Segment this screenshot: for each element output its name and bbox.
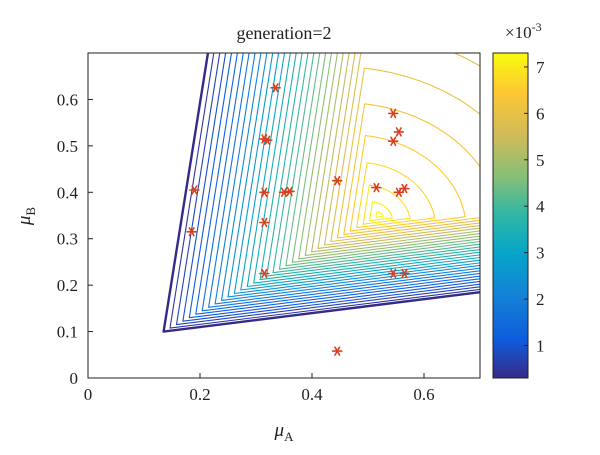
scatter-point — [259, 268, 270, 279]
scatter-point — [278, 187, 290, 197]
x-axis-label: μA — [274, 420, 295, 444]
plot-area: 0 0.2 0.4 0.6 0 0.1 0.2 0.3 0.4 0.5 0.6 — [57, 52, 481, 404]
colorbar-tick-label: 5 — [536, 151, 545, 170]
y-tick-label: 0.6 — [57, 90, 78, 109]
scatter-point — [261, 135, 273, 145]
contour-line — [336, 67, 480, 239]
y-tick-label: 0.3 — [57, 230, 78, 249]
scatter-point — [331, 346, 343, 356]
colorbar-tick-label: 3 — [536, 244, 545, 263]
scatter-point — [387, 136, 399, 146]
scatter-point — [270, 83, 281, 93]
contour-line — [356, 162, 436, 229]
plot-frame — [87, 52, 481, 379]
chart-title: generation=2 — [236, 23, 331, 43]
colorbar-ticks: 1 2 3 4 5 6 7 — [524, 58, 545, 356]
colorbar: 1 2 3 4 5 6 7 ×10-3 — [492, 20, 545, 379]
scatter-point — [259, 187, 270, 197]
contour-line — [343, 103, 480, 236]
scatter-point — [399, 183, 410, 194]
colorbar-multiplier-base: ×10 — [505, 23, 532, 42]
y-tick-label: 0 — [70, 369, 79, 388]
colorbar-gradient — [492, 52, 529, 379]
colorbar-multiplier: ×10-3 — [505, 20, 542, 42]
colorbar-tick-label: 6 — [536, 104, 545, 123]
x-tick-label: 0.2 — [189, 385, 210, 404]
scatter-point — [371, 182, 382, 193]
contour-lines — [162, 53, 480, 333]
x-axis-label-subscript: A — [284, 429, 294, 444]
plot-background — [88, 53, 480, 378]
scatter-point — [259, 217, 270, 228]
colorbar-tick-label: 7 — [536, 58, 545, 77]
y-axis-label-subscript: B — [23, 207, 38, 216]
x-tick-label: 0.4 — [301, 385, 323, 404]
scatter-point — [331, 176, 343, 186]
y-tick-label: 0.2 — [57, 276, 78, 295]
y-tick-label: 0.4 — [57, 183, 79, 202]
colorbar-tick-label: 1 — [536, 337, 545, 356]
contour-line — [368, 201, 393, 222]
y-tick-label: 0.1 — [57, 323, 78, 342]
colorbar-multiplier-exponent: -3 — [532, 20, 542, 34]
y-axis-label: μB — [14, 207, 38, 227]
scatter-point — [189, 185, 200, 195]
x-axis-label-symbol: μ — [274, 420, 285, 441]
contour-line — [349, 135, 466, 232]
x-tick-label: 0.6 — [413, 385, 434, 404]
y-tick-label: 0.5 — [57, 137, 78, 156]
scatter-point — [387, 268, 399, 279]
scatter-point — [186, 227, 197, 237]
scatter-point — [399, 268, 410, 279]
scatter-point — [284, 186, 295, 197]
colorbar-tick-label: 2 — [536, 290, 545, 309]
scatter-markers — [186, 83, 410, 356]
scatter-point — [387, 108, 399, 119]
y-axis-ticks: 0 0.1 0.2 0.3 0.4 0.5 0.6 — [57, 90, 93, 388]
contour-line — [375, 211, 384, 218]
y-axis-label-symbol: μ — [14, 216, 35, 227]
scatter-point — [393, 127, 405, 137]
colorbar-tick-label: 4 — [536, 197, 545, 216]
x-axis-ticks: 0 0.2 0.4 0.6 — [84, 373, 435, 404]
x-tick-label: 0 — [84, 385, 93, 404]
